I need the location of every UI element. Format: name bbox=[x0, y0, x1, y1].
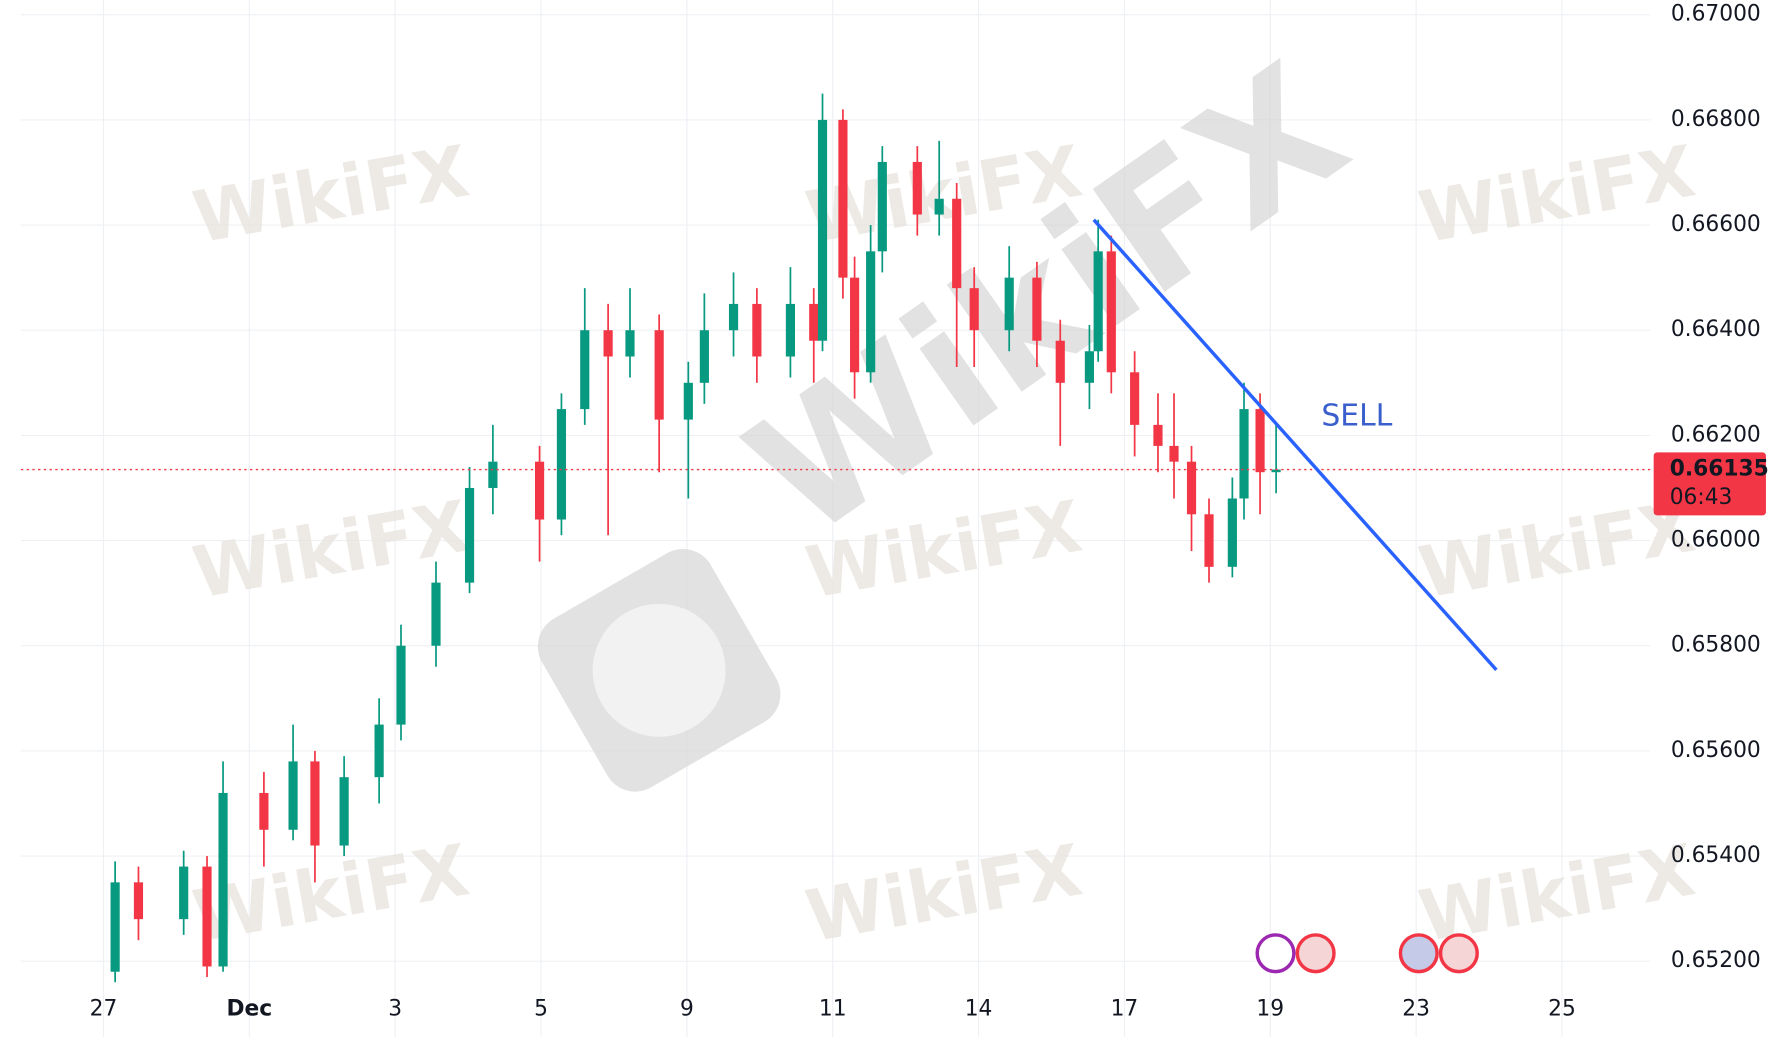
candle-body bbox=[912, 161, 922, 215]
x-tick-label: 27 bbox=[90, 996, 118, 1021]
x-tick-label: 14 bbox=[965, 996, 993, 1021]
candle-body bbox=[431, 582, 441, 646]
last-price-label: 0.66135 bbox=[1670, 457, 1769, 482]
candle-body bbox=[877, 161, 887, 252]
candle-body bbox=[809, 303, 819, 341]
x-tick-label: 17 bbox=[1111, 996, 1139, 1021]
candle-body bbox=[969, 288, 979, 331]
candle-body bbox=[339, 777, 349, 846]
y-tick-label: 0.65200 bbox=[1671, 948, 1761, 973]
event-icon bbox=[1438, 933, 1479, 974]
candle-body bbox=[1227, 498, 1237, 567]
annotation: SELL bbox=[1321, 399, 1392, 434]
candle-body bbox=[259, 792, 269, 830]
candle-body bbox=[838, 119, 848, 278]
candle-body bbox=[179, 866, 189, 920]
candle-body bbox=[728, 303, 739, 331]
candle-body bbox=[1153, 424, 1163, 446]
candle-body bbox=[580, 330, 590, 410]
candle-body bbox=[1130, 372, 1140, 425]
candle-body bbox=[934, 198, 944, 215]
candle-body bbox=[866, 251, 876, 373]
y-tick-label: 0.65400 bbox=[1671, 843, 1761, 868]
candle-body bbox=[1032, 277, 1042, 341]
candle-body bbox=[699, 330, 709, 383]
candle-body bbox=[752, 303, 762, 357]
candle-body bbox=[464, 487, 475, 583]
candle-body bbox=[488, 461, 498, 488]
candle-body bbox=[1084, 351, 1095, 383]
candle-body bbox=[654, 330, 664, 420]
x-tick-label: 9 bbox=[680, 996, 694, 1021]
candle-body bbox=[817, 119, 828, 341]
candle-body bbox=[1255, 409, 1265, 473]
event-icon bbox=[1255, 933, 1296, 974]
x-tick-label: 25 bbox=[1548, 996, 1576, 1021]
y-tick-label: 0.66800 bbox=[1671, 107, 1761, 132]
candle-body bbox=[785, 303, 796, 357]
y-tick-label: 0.66000 bbox=[1671, 528, 1761, 553]
candle-body bbox=[625, 330, 635, 357]
candle-body bbox=[1239, 409, 1249, 499]
x-tick-label: 19 bbox=[1256, 996, 1284, 1021]
candle-body bbox=[850, 277, 860, 373]
x-tick-label: 3 bbox=[388, 996, 402, 1021]
candle-body bbox=[603, 330, 613, 357]
candle-body bbox=[396, 645, 406, 725]
candle-body bbox=[556, 409, 567, 520]
candle-body bbox=[1271, 469, 1281, 473]
candle-body bbox=[288, 761, 298, 830]
y-tick-label: 0.66600 bbox=[1671, 212, 1761, 237]
x-tick-label: 11 bbox=[819, 996, 847, 1021]
candle-body bbox=[374, 724, 384, 778]
candle-body bbox=[1055, 340, 1065, 383]
y-tick-label: 0.65600 bbox=[1671, 738, 1761, 763]
y-tick-label: 0.65800 bbox=[1671, 633, 1761, 658]
trendline bbox=[1092, 218, 1498, 672]
plot bbox=[20, 93, 1651, 983]
candle-body bbox=[310, 761, 320, 846]
candle-body bbox=[1186, 461, 1197, 515]
x-tick-label: 23 bbox=[1402, 996, 1430, 1021]
y-tick-label: 0.66400 bbox=[1671, 317, 1761, 342]
last-price-box bbox=[1653, 452, 1766, 516]
y-tick-label: 0.67000 bbox=[1671, 2, 1761, 27]
candle-body bbox=[133, 882, 144, 920]
candle-body bbox=[1093, 251, 1103, 352]
x-tick-label: 5 bbox=[534, 996, 548, 1021]
candle-body bbox=[1169, 445, 1179, 462]
candle-body bbox=[218, 792, 228, 967]
candle-body bbox=[683, 382, 693, 420]
event-icon bbox=[1398, 933, 1439, 974]
candle-body bbox=[534, 461, 545, 520]
y-tick-label: 0.66200 bbox=[1671, 422, 1761, 447]
countdown-label: 06:43 bbox=[1670, 485, 1733, 510]
event-icons bbox=[1255, 933, 1479, 974]
candle-body bbox=[1106, 251, 1116, 373]
event-icon bbox=[1295, 933, 1336, 974]
watermark-logo-mark bbox=[592, 603, 726, 737]
candle-body bbox=[202, 866, 212, 967]
candle-body bbox=[1004, 277, 1014, 331]
candle-body bbox=[1204, 514, 1214, 567]
x-tick-label: Dec bbox=[226, 996, 272, 1021]
candle-body bbox=[110, 882, 120, 972]
candle-body bbox=[952, 198, 962, 289]
